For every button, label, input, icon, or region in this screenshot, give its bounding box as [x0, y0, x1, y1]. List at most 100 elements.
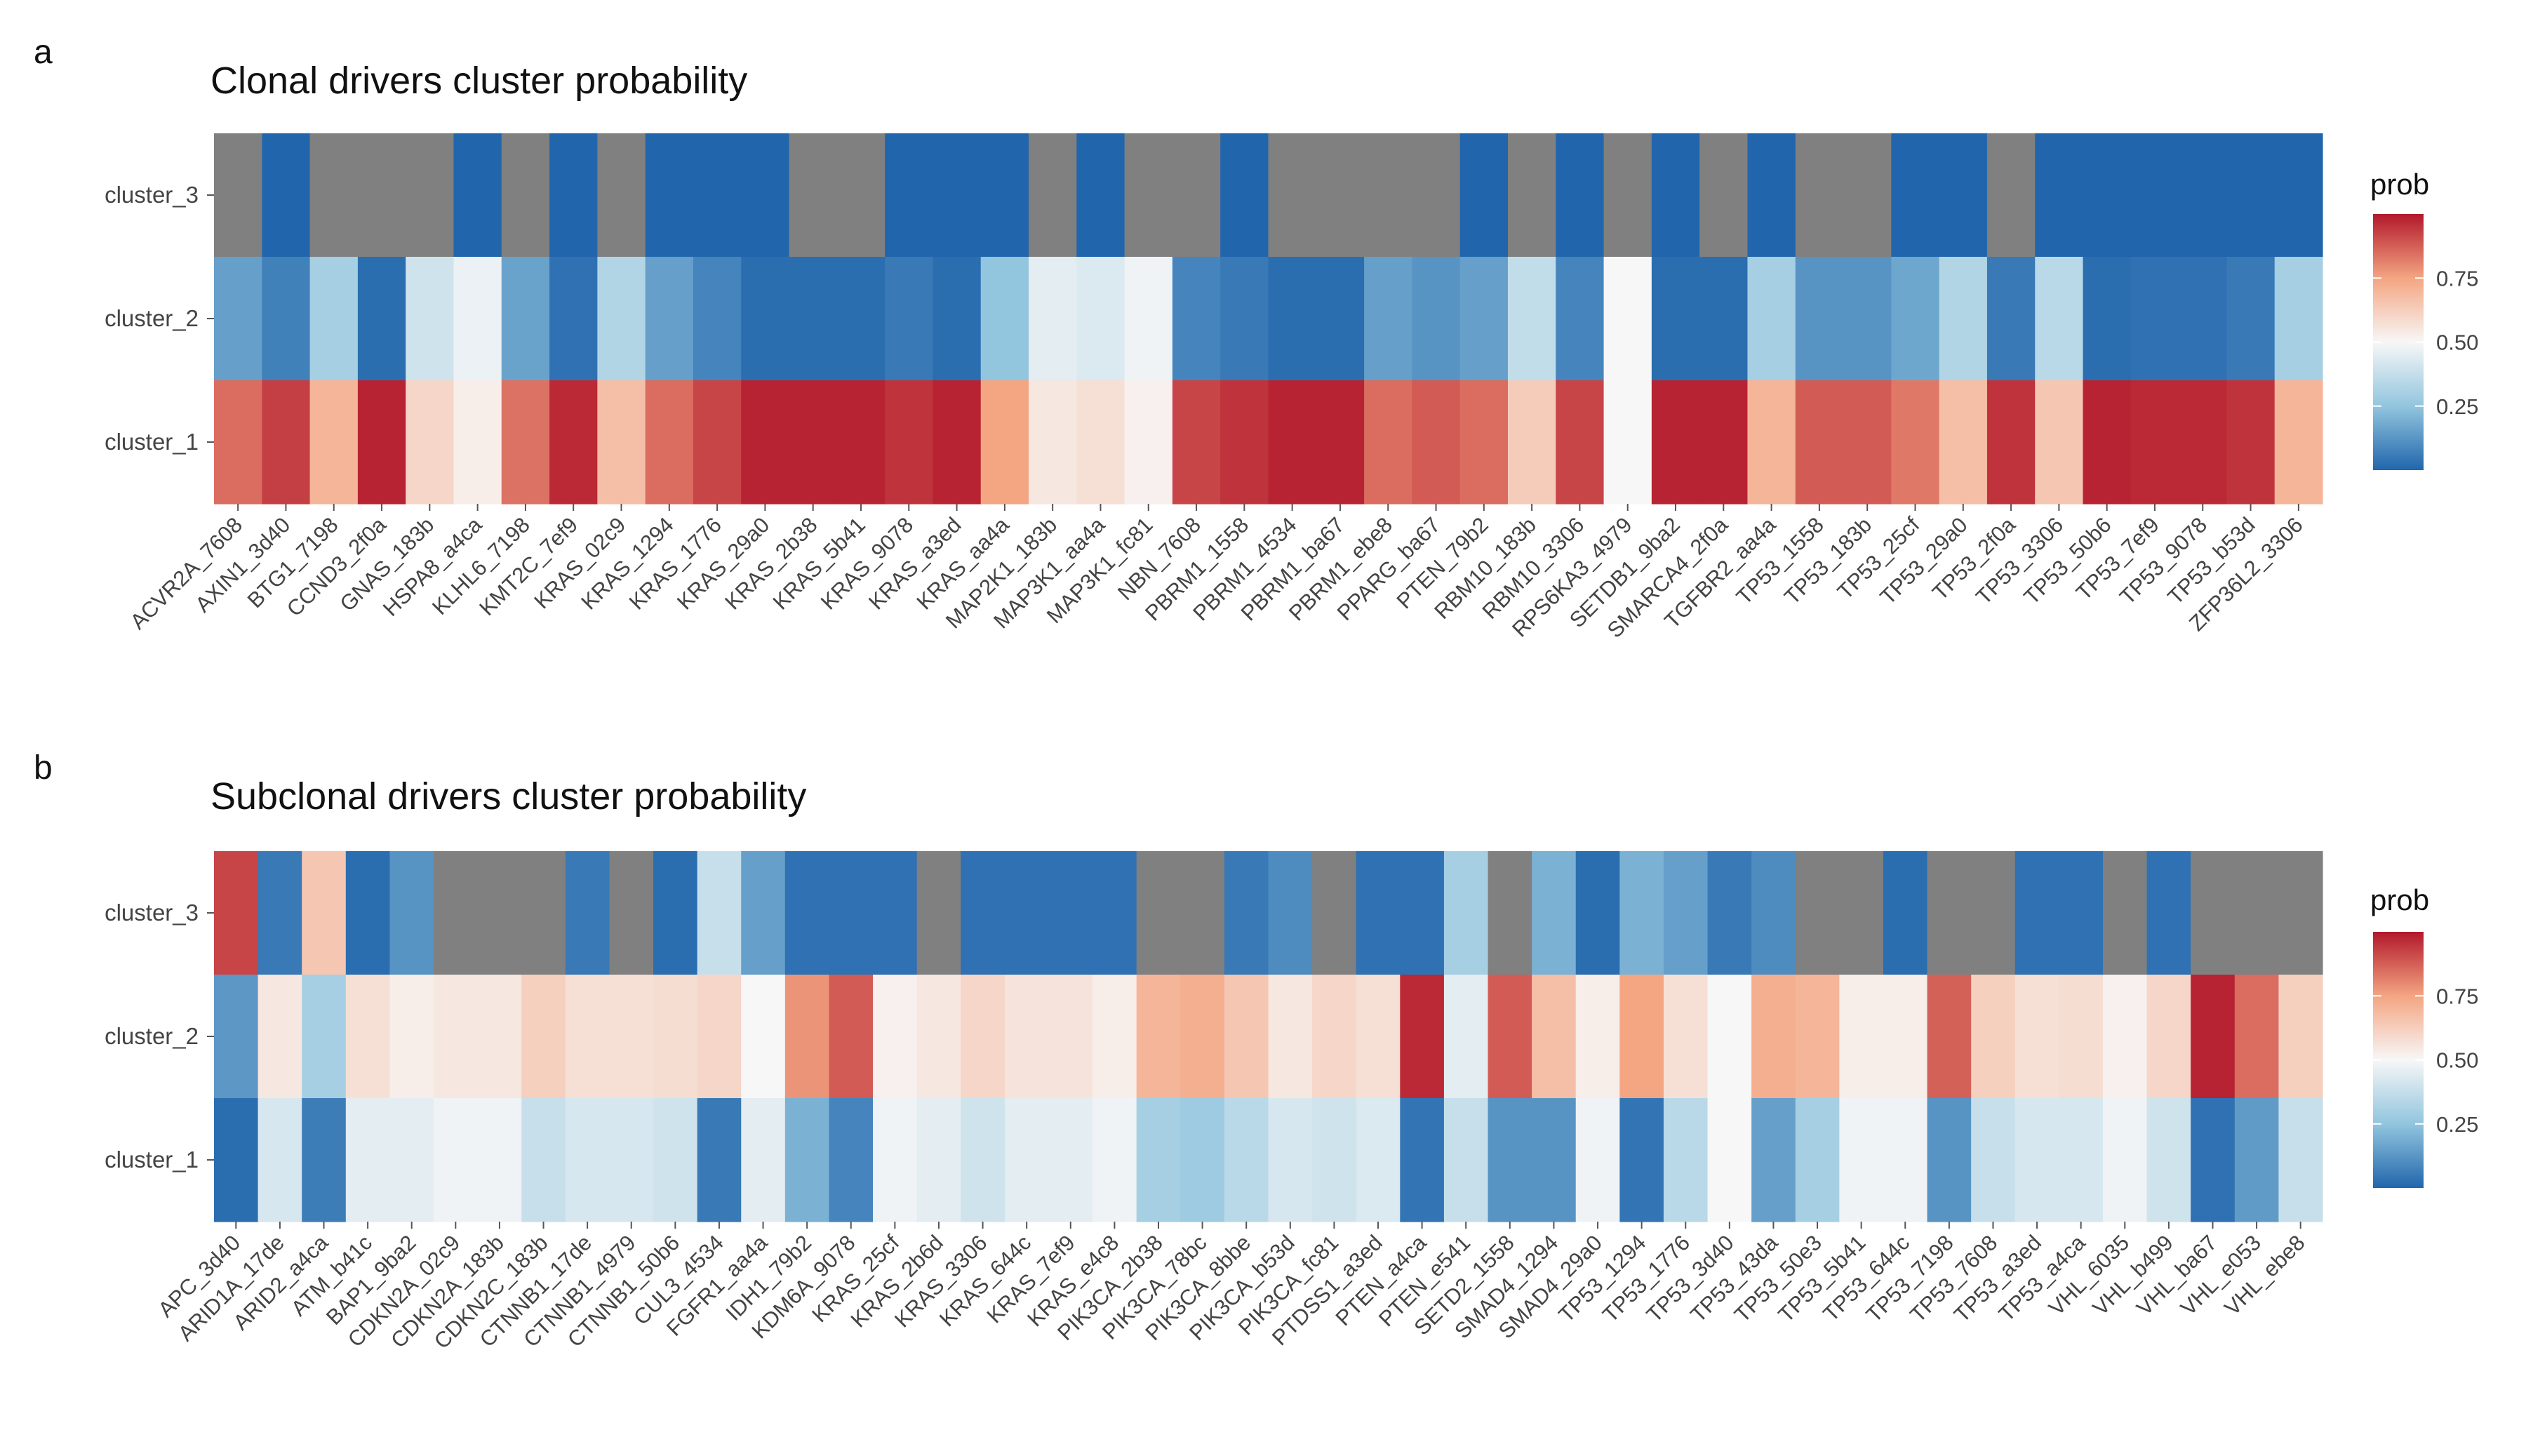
heatmap-cell — [357, 257, 406, 381]
heatmap-cell — [2035, 257, 2084, 381]
heatmap-cell — [2083, 133, 2132, 258]
heatmap-cell — [1839, 975, 1884, 1099]
heatmap-cell — [741, 380, 790, 505]
heatmap-cell — [1532, 975, 1577, 1099]
heatmap-cell — [1839, 1098, 1884, 1222]
heatmap-cell — [1092, 1098, 1137, 1222]
heatmap-cell — [1048, 851, 1093, 975]
heatmap-cell — [258, 975, 302, 1099]
heatmap-cell — [1400, 1098, 1445, 1222]
heatmap-cell — [933, 380, 982, 505]
panel-a-title: Clonal drivers cluster probability — [210, 60, 747, 102]
heatmap-cell — [521, 851, 566, 975]
heatmap-cell — [1076, 133, 1125, 258]
legend-tick-label: 0.50 — [2436, 330, 2478, 355]
heatmap-cell — [1699, 380, 1749, 505]
legend-a: prob 0.25 0.50 0.75 — [2370, 168, 2478, 470]
legend-tick-label: 0.75 — [2436, 266, 2478, 290]
heatmap-cell — [1364, 133, 1412, 258]
heatmap-cell — [549, 133, 598, 258]
heatmap-cell — [1459, 380, 1509, 505]
heatmap-a: cluster_3cluster_2cluster_1ACVR2A_7608AX… — [105, 133, 2323, 643]
heatmap-cell — [836, 380, 886, 505]
heatmap-b: cluster_3cluster_2cluster_1APC_3d40ARID1… — [105, 851, 2323, 1354]
heatmap-cell — [453, 380, 502, 505]
heatmap-cell — [549, 257, 598, 381]
panel-b-title: Subclonal drivers cluster probability — [210, 775, 806, 817]
heatmap-cell — [1839, 851, 1884, 975]
heatmap-cell — [2035, 133, 2084, 258]
heatmap-cell — [609, 975, 654, 1099]
heatmap-cell — [741, 975, 786, 1099]
heatmap-cell — [345, 975, 391, 1099]
heatmap-cell — [1795, 380, 1844, 505]
heatmap-cell — [2146, 851, 2191, 975]
heatmap-cell — [1356, 851, 1401, 975]
heatmap-cell — [653, 975, 698, 1099]
heatmap-cell — [1927, 851, 1972, 975]
heatmap-cell — [1663, 975, 1709, 1099]
heatmap-cell — [2130, 257, 2179, 381]
heatmap-cell — [916, 1098, 961, 1222]
heatmap-cell — [2059, 975, 2104, 1099]
heatmap-cell — [2130, 380, 2179, 505]
heatmap-cell — [741, 851, 786, 975]
legend-tick-label: 0.25 — [2436, 1112, 2478, 1137]
heatmap-cell — [262, 133, 311, 258]
heatmap-cell — [389, 975, 434, 1099]
heatmap-cell — [1004, 975, 1050, 1099]
heatmap-cell — [345, 851, 391, 975]
heatmap-cell — [1603, 380, 1652, 505]
heatmap-cell — [406, 257, 455, 381]
heatmap-cell — [1507, 133, 1556, 258]
legend-b: prob 0.25 0.50 0.75 — [2370, 883, 2478, 1188]
heatmap-cell — [1443, 1098, 1489, 1222]
heatmap-cell — [2130, 133, 2179, 258]
heatmap-cell — [477, 975, 522, 1099]
heatmap-cell — [1507, 380, 1556, 505]
heatmap-cell — [1971, 1098, 2016, 1222]
heatmap-cell — [2179, 133, 2228, 258]
heatmap-cell — [214, 257, 262, 381]
heatmap-cell — [1029, 257, 1077, 381]
heatmap-cell — [1751, 1098, 1796, 1222]
heatmap-cell — [1795, 133, 1844, 258]
heatmap-cell — [1004, 851, 1050, 975]
heatmap-cell — [389, 851, 434, 975]
heatmap-cell — [697, 975, 742, 1099]
heatmap-cell — [1651, 257, 1700, 381]
heatmap-cell — [501, 257, 550, 381]
heatmap-cell — [357, 380, 406, 505]
heatmap-cell — [262, 380, 311, 505]
heatmap-cell — [1986, 133, 2036, 258]
heatmap-cell — [302, 975, 347, 1099]
heatmap-cell — [1939, 257, 1988, 381]
heatmap-cell — [2035, 380, 2084, 505]
heatmap-cell — [1136, 851, 1181, 975]
heatmap-cell — [645, 133, 694, 258]
heatmap-cell — [2274, 133, 2323, 258]
heatmap-cell — [2059, 851, 2104, 975]
heatmap-cell — [1751, 851, 1796, 975]
heatmap-cell — [1883, 1098, 1928, 1222]
heatmap-cell — [1699, 133, 1749, 258]
heatmap-cell — [1356, 975, 1401, 1099]
heatmap-cell — [1268, 380, 1317, 505]
heatmap-cell — [980, 380, 1029, 505]
heatmap-cell — [885, 133, 934, 258]
row-label: cluster_3 — [105, 900, 199, 926]
heatmap-cell — [501, 380, 550, 505]
heatmap-cell — [2014, 1098, 2059, 1222]
heatmap-cell — [2226, 133, 2276, 258]
heatmap-cell — [1939, 133, 1988, 258]
heatmap-cell — [2083, 380, 2132, 505]
heatmap-cell — [1971, 851, 2016, 975]
heatmap-cell — [1575, 1098, 1620, 1222]
heatmap-cell — [214, 133, 262, 258]
heatmap-cell — [597, 133, 646, 258]
heatmap-cell — [1312, 851, 1357, 975]
heatmap-cell — [1356, 1098, 1401, 1222]
heatmap-cell — [1268, 133, 1317, 258]
heatmap-cell — [2179, 380, 2228, 505]
heatmap-cell — [873, 975, 918, 1099]
